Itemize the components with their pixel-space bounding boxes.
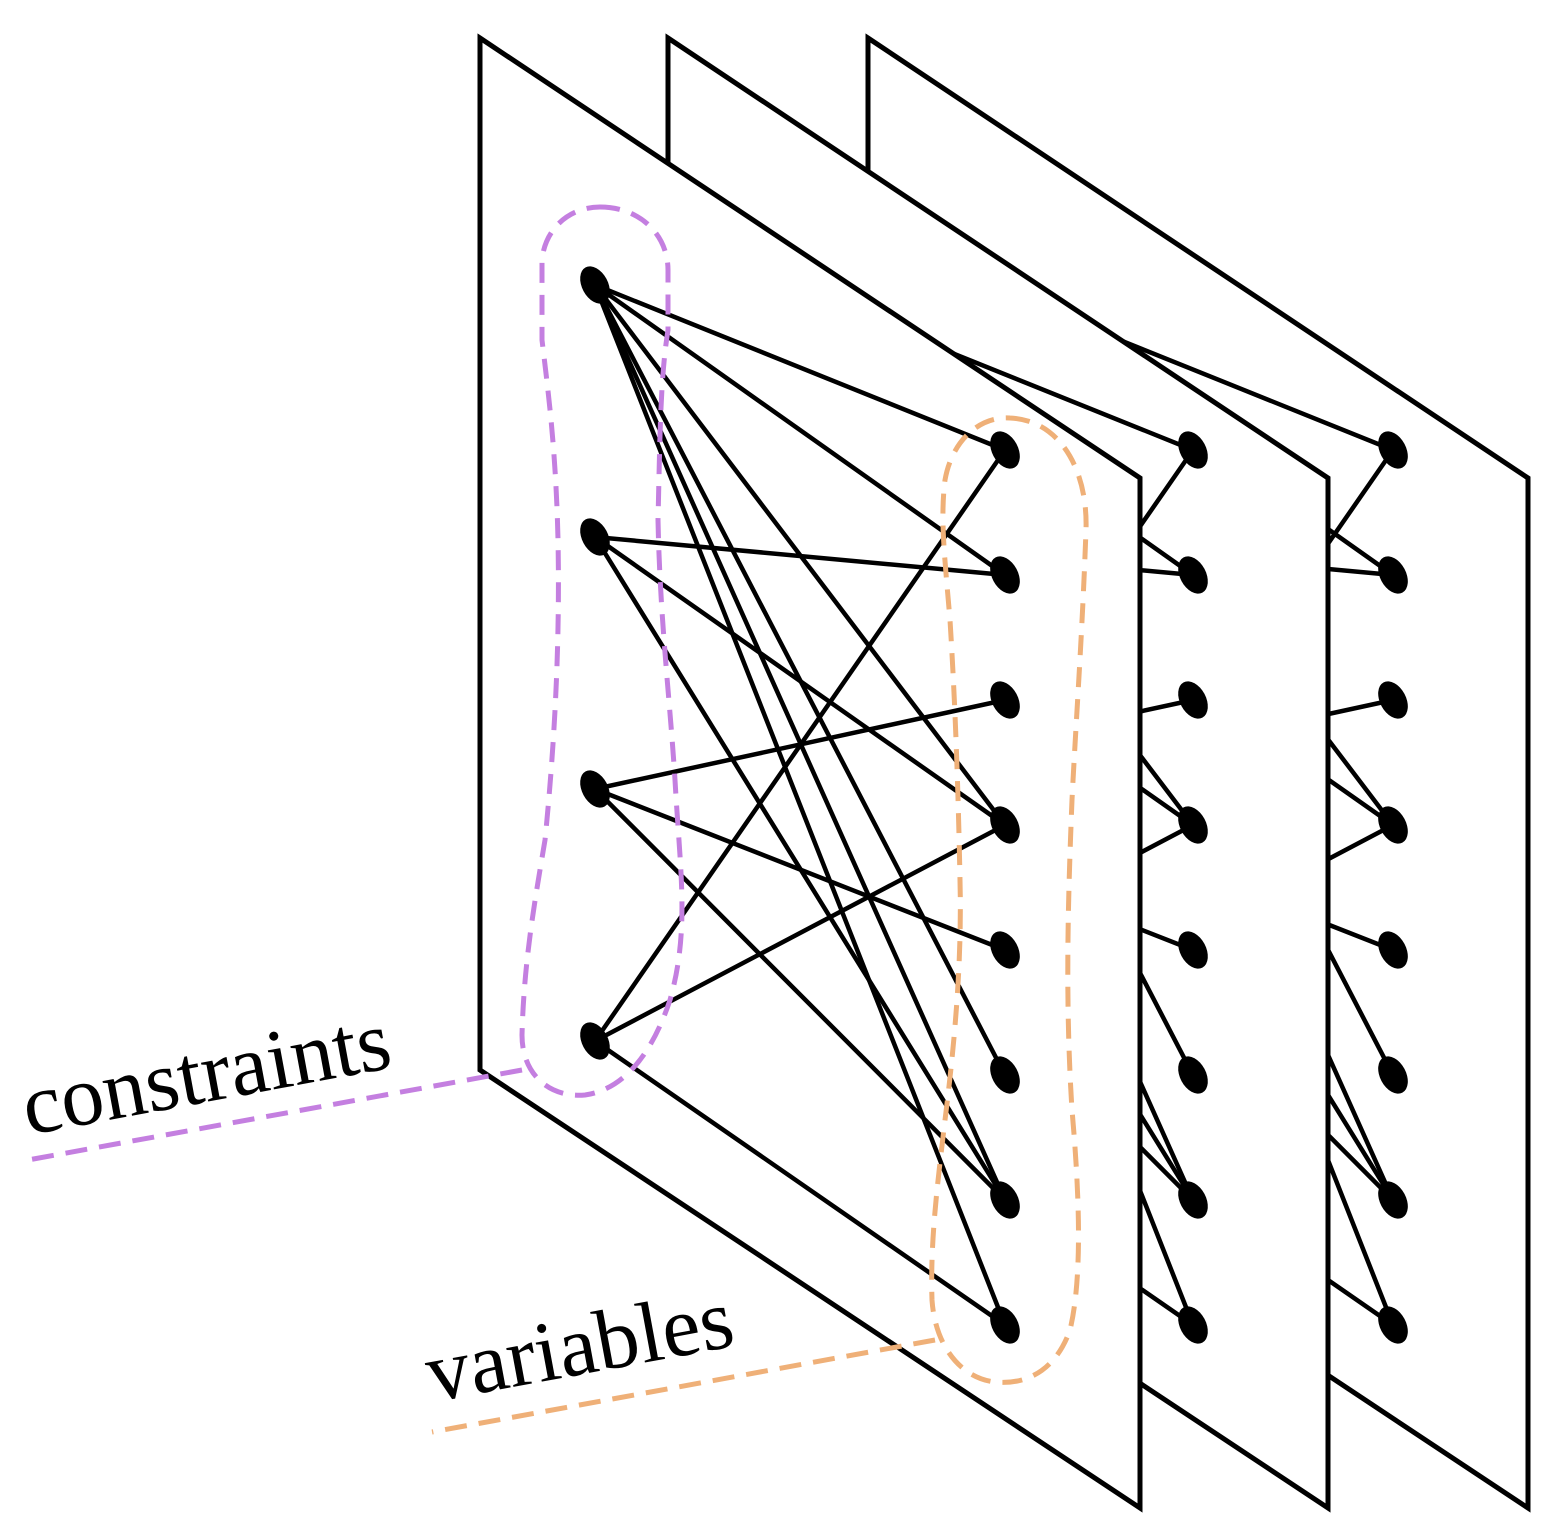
front-layer <box>477 33 1143 1513</box>
layer-2-variable-node-6 <box>1178 1056 1208 1094</box>
layer-1 <box>477 33 1143 1513</box>
layer-2-variable-node-4 <box>1178 806 1208 844</box>
layer-1-variable-node-1 <box>990 431 1020 469</box>
variables-label: variables <box>418 1270 741 1421</box>
layer-3-variable-node-5 <box>1378 931 1408 969</box>
layer-1-panel <box>477 33 1143 1513</box>
layer-1-constraint-node-3 <box>580 770 610 808</box>
layer-1-constraint-node-1 <box>580 266 610 304</box>
layer-1-constraint-node-4 <box>580 1022 610 1060</box>
layer-1-variable-node-5 <box>990 931 1020 969</box>
layer-1-variable-node-6 <box>990 1056 1020 1094</box>
layer-1-edge-8 <box>592 534 1008 828</box>
layer-1-edge-6 <box>592 282 1008 1328</box>
layer-2-variable-node-3 <box>1178 681 1208 719</box>
layer-3-variable-node-3 <box>1378 681 1408 719</box>
layer-1-edges <box>592 282 1008 1328</box>
layer-1-edge-1 <box>592 282 1008 453</box>
layer-3-variable-node-8 <box>1378 1306 1408 1344</box>
layer-1-variable-node-4 <box>990 806 1020 844</box>
constraints-group-outline <box>519 204 685 1098</box>
layer-2-variable-node-8 <box>1178 1306 1208 1344</box>
layer-1-nodes <box>580 266 1020 1344</box>
layer-2-variable-node-7 <box>1178 1181 1208 1219</box>
layer-1-edge-11 <box>592 786 1008 953</box>
layer-3-variable-node-7 <box>1378 1181 1408 1219</box>
layer-1-variable-node-3 <box>990 681 1020 719</box>
layer-1-variable-node-2 <box>990 556 1020 594</box>
variables-leader-line <box>431 1337 936 1435</box>
layer-1-edge-15 <box>592 1038 1008 1328</box>
layer-1-edge-14 <box>592 822 1008 1044</box>
layer-2-variable-node-1 <box>1178 431 1208 469</box>
layer-1-edge-13 <box>592 447 1008 1044</box>
layer-3-variable-node-6 <box>1378 1056 1408 1094</box>
layer-1-constraint-node-2 <box>580 518 610 556</box>
layer-3-variable-node-1 <box>1378 431 1408 469</box>
layer-1-edge-12 <box>592 786 1008 1203</box>
grouping-outlines <box>519 204 1089 1385</box>
layer-3-variable-node-4 <box>1378 806 1408 844</box>
layer-1-variable-node-7 <box>990 1181 1020 1219</box>
layer-1-variable-node-8 <box>990 1306 1020 1344</box>
layer-2-variable-node-5 <box>1178 931 1208 969</box>
layer-3-variable-node-2 <box>1378 556 1408 594</box>
label-leaders <box>27 1067 936 1435</box>
constraints-leader-line <box>27 1067 523 1163</box>
layer-1-edge-7 <box>592 534 1008 578</box>
layer-1-edge-2 <box>592 282 1008 578</box>
layer-2-variable-node-2 <box>1178 556 1208 594</box>
